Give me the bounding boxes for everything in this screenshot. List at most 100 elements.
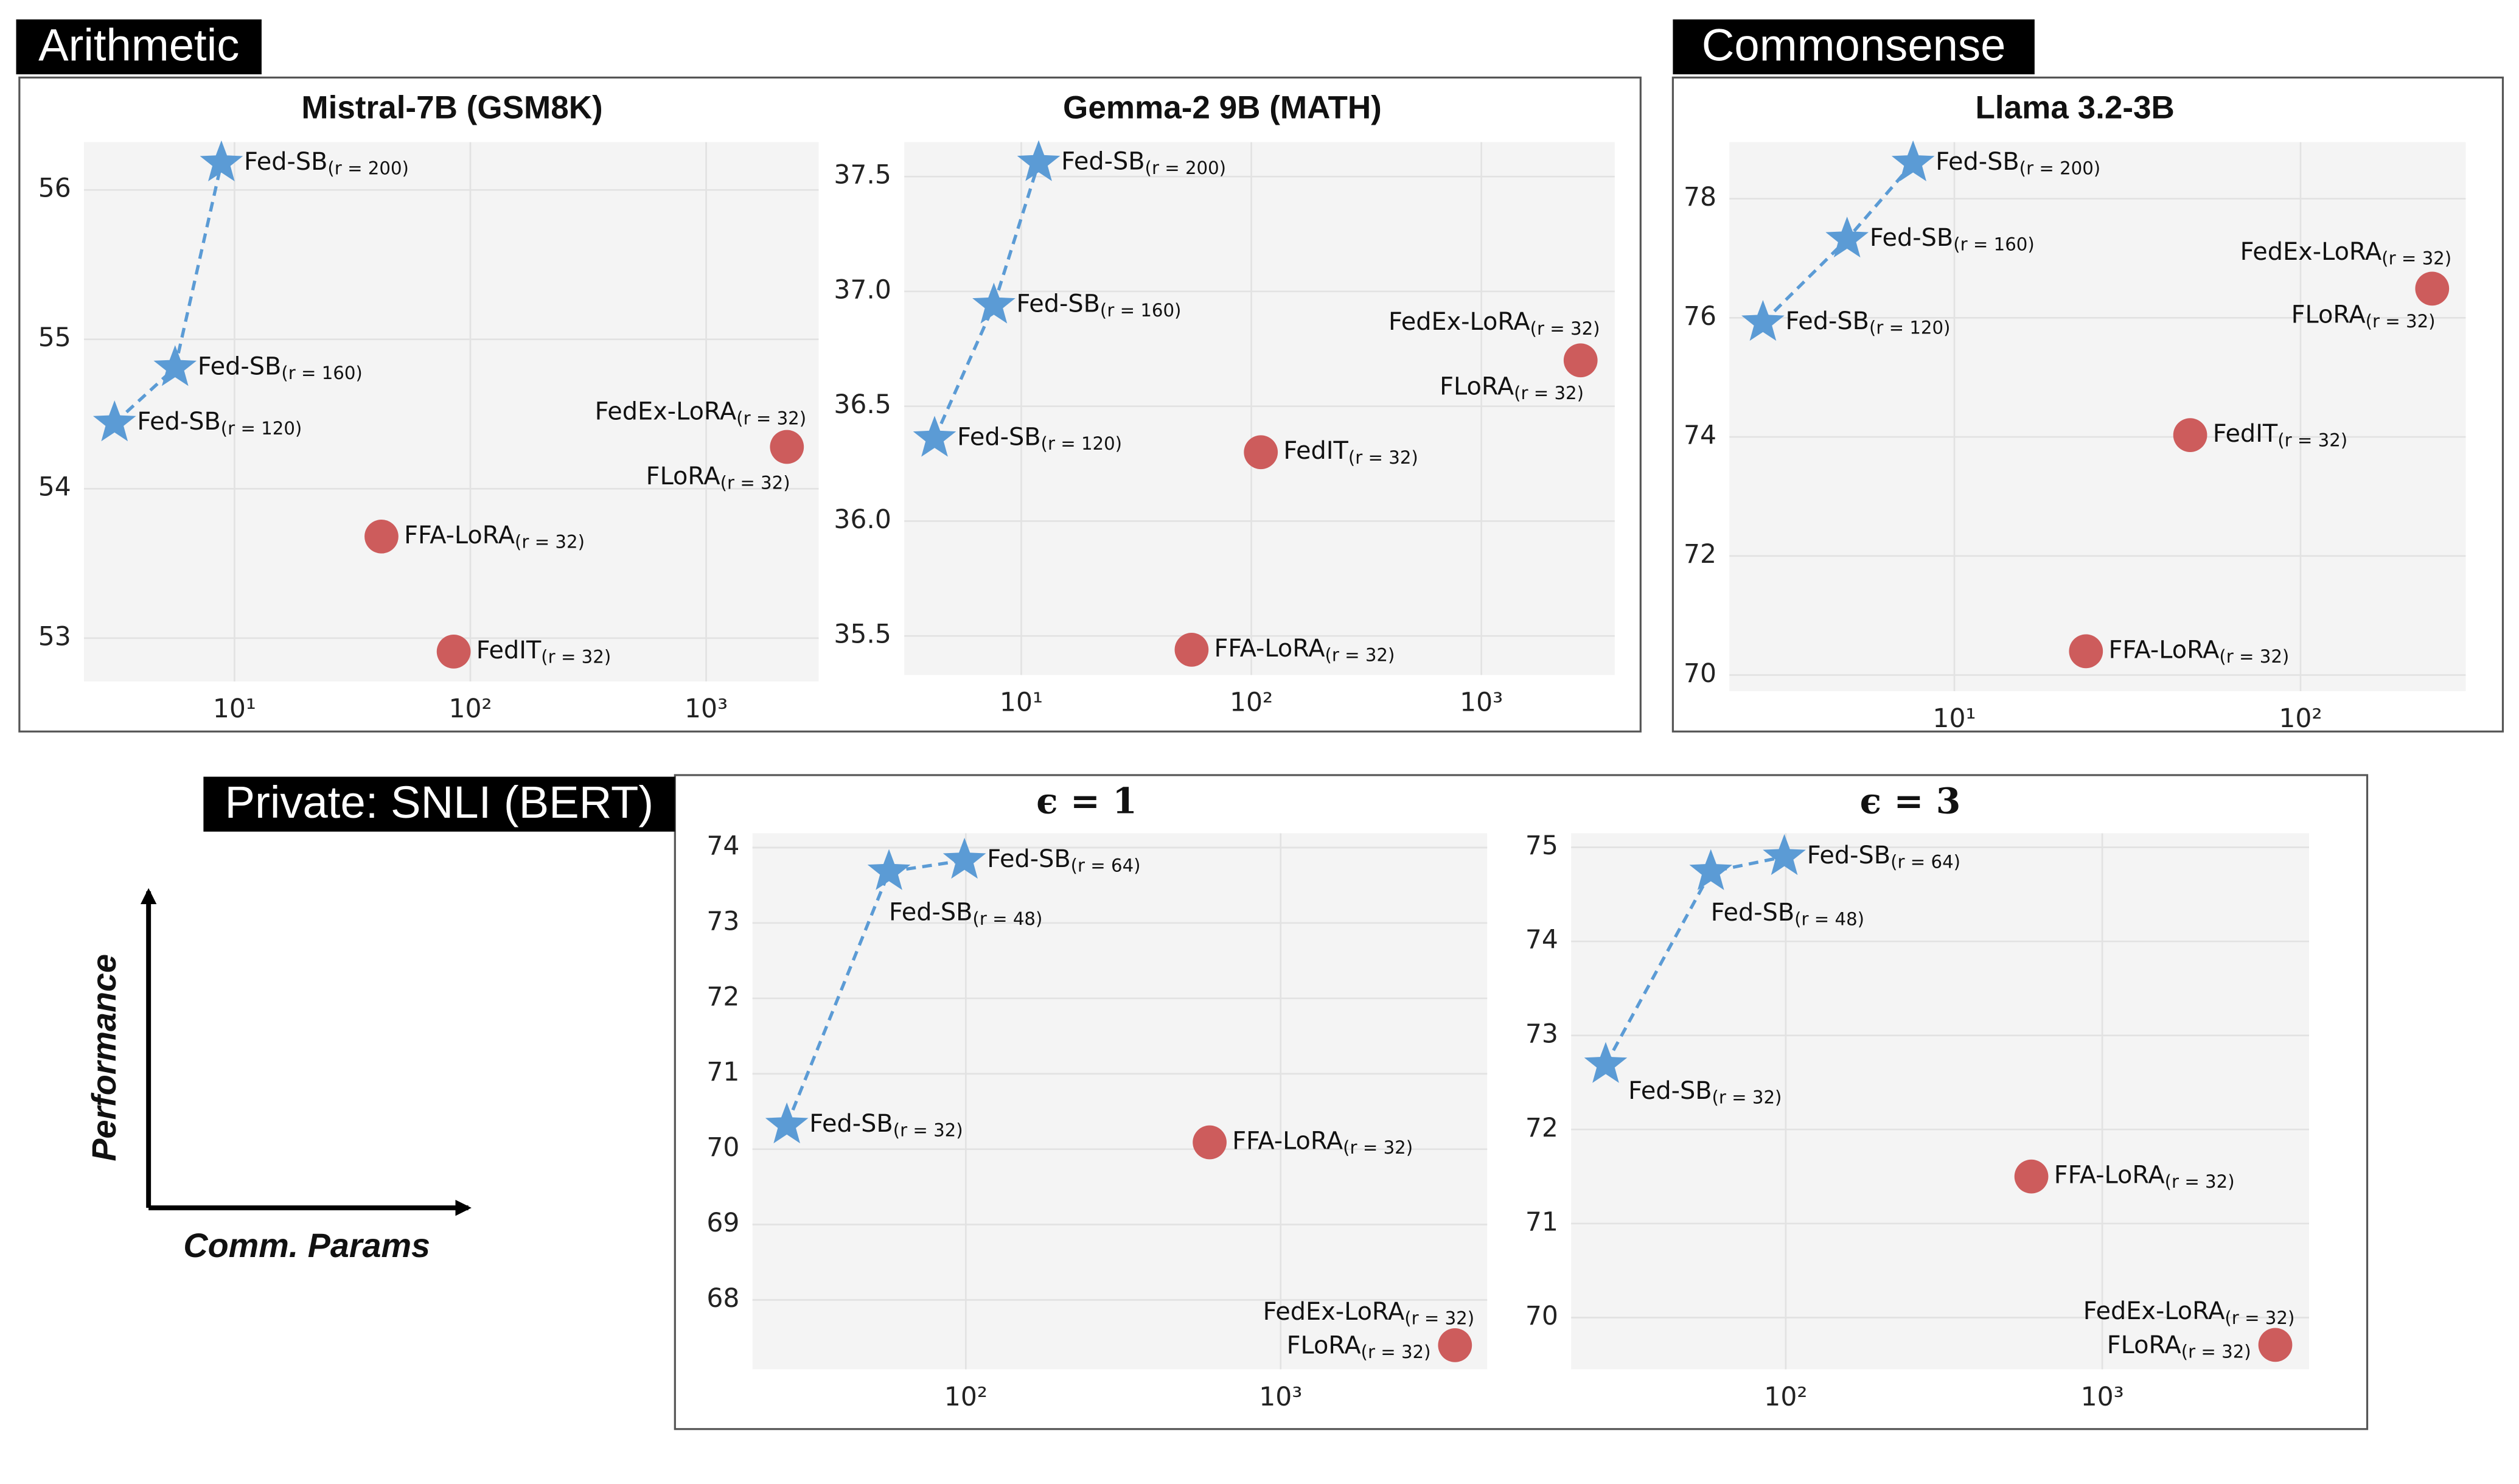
y-tick-label: 35.5 bbox=[834, 620, 891, 650]
section-label: Arithmetic bbox=[38, 19, 239, 70]
point-label-sub: (r = 32) bbox=[541, 646, 611, 667]
point-label-sub: (r = 120) bbox=[221, 418, 302, 439]
point-label: FLoRA(r = 32) bbox=[1440, 372, 1584, 403]
y-tick-label: 37.5 bbox=[834, 161, 891, 190]
x-tick-label: 10² bbox=[448, 694, 492, 724]
star-point bbox=[913, 416, 956, 457]
point-label-name: Fed-SB bbox=[198, 352, 281, 380]
y-tick-label: 70 bbox=[1525, 1301, 1558, 1331]
point-label-name: Fed-SB bbox=[889, 898, 972, 926]
y-tick-label: 37.0 bbox=[834, 275, 891, 305]
point-label-sub: (r = 200) bbox=[2019, 158, 2100, 178]
x-tick-label: 10² bbox=[1764, 1382, 1807, 1412]
point-label: FFA-LoRA(r = 32) bbox=[1232, 1127, 1413, 1158]
point-label: FLoRA(r = 32) bbox=[1287, 1331, 1431, 1362]
point-label-sub: (r = 32) bbox=[1361, 1342, 1431, 1362]
x-tick-label: 10¹ bbox=[213, 694, 256, 724]
circle-point bbox=[364, 519, 399, 554]
point-label-sub: (r = 48) bbox=[972, 908, 1042, 929]
point-label: FedIT(r = 32) bbox=[476, 636, 611, 667]
point-label-name: FedEx-LoRA bbox=[1388, 308, 1530, 336]
point-label-sub: (r = 32) bbox=[2181, 1342, 2251, 1362]
point-label-sub: (r = 32) bbox=[2219, 646, 2289, 667]
point-label-name: FLoRA bbox=[1287, 1331, 1361, 1359]
star-point bbox=[867, 849, 911, 890]
circle-point bbox=[1563, 343, 1598, 378]
point-label-sub: (r = 160) bbox=[1100, 300, 1182, 321]
point-label: Fed-SB(r = 48) bbox=[889, 898, 1042, 929]
star-point bbox=[1584, 1042, 1628, 1083]
point-label: FedEx-LoRA(r = 32) bbox=[2083, 1297, 2295, 1328]
point-label-name: FedIT bbox=[1283, 437, 1348, 465]
star-point bbox=[92, 400, 136, 442]
point-label-sub: (r = 32) bbox=[1325, 644, 1395, 665]
point-label: Fed-SB(r = 160) bbox=[1017, 290, 1182, 321]
point-label-sub: (r = 32) bbox=[1348, 447, 1418, 468]
x-tick-label: 10² bbox=[944, 1382, 988, 1412]
point-label-name: Fed-SB bbox=[809, 1110, 893, 1138]
point-label-name: Fed-SB bbox=[1017, 290, 1100, 318]
point-label: Fed-SB(r = 32) bbox=[809, 1110, 963, 1141]
chart-title: ϵ = 3 bbox=[1860, 780, 1961, 822]
star-point bbox=[972, 282, 1016, 324]
x-tick-label: 10² bbox=[1230, 688, 1273, 718]
y-tick-label: 73 bbox=[706, 907, 739, 936]
point-label-sub: (r = 200) bbox=[1145, 158, 1227, 178]
point-label-name: FFA-LoRA bbox=[404, 521, 515, 549]
circle-point bbox=[436, 635, 471, 669]
y-tick-label: 69 bbox=[706, 1208, 739, 1238]
y-tick-label: 76 bbox=[1684, 302, 1716, 332]
section-badge bbox=[1673, 19, 2035, 75]
point-label: FedEx-LoRA(r = 32) bbox=[595, 397, 807, 428]
point-label: FFA-LoRA(r = 32) bbox=[2054, 1161, 2235, 1192]
section-label: Commonsense bbox=[1702, 19, 2006, 70]
x-tick-label: 10³ bbox=[1460, 688, 1503, 718]
circle-point bbox=[2415, 271, 2450, 306]
y-tick-label: 68 bbox=[706, 1284, 739, 1314]
point-label: Fed-SB(r = 160) bbox=[198, 352, 363, 383]
star-point bbox=[1741, 299, 1785, 341]
y-tick-label: 74 bbox=[1525, 925, 1558, 955]
point-label-sub: (r = 160) bbox=[281, 363, 363, 383]
star-point bbox=[1763, 834, 1806, 876]
star-point bbox=[1825, 216, 1869, 258]
circle-point bbox=[1438, 1328, 1472, 1362]
series-line bbox=[785, 859, 965, 1126]
y-tick-label: 70 bbox=[706, 1133, 739, 1163]
point-label-name: FedEx-LoRA bbox=[1263, 1297, 1405, 1325]
point-label: FLoRA(r = 32) bbox=[646, 462, 790, 493]
star-point bbox=[1017, 140, 1061, 181]
point-label-sub: (r = 32) bbox=[1343, 1137, 1413, 1158]
point-label-sub: (r = 48) bbox=[1794, 908, 1864, 929]
point-label-name: Fed-SB bbox=[137, 408, 220, 436]
point-label: Fed-SB(r = 200) bbox=[1935, 147, 2100, 178]
point-label-name: FedIT bbox=[476, 636, 542, 664]
point-label-name: FedEx-LoRA bbox=[595, 397, 737, 425]
point-label-name: Fed-SB bbox=[244, 147, 327, 175]
point-label: FFA-LoRA(r = 32) bbox=[1214, 634, 1395, 665]
point-label-name: Fed-SB bbox=[1628, 1076, 1712, 1104]
point-label-name: FFA-LoRA bbox=[2054, 1161, 2165, 1189]
point-label: Fed-SB(r = 64) bbox=[1807, 841, 1960, 873]
point-label: Fed-SB(r = 48) bbox=[1711, 898, 1864, 929]
x-tick-label: 10² bbox=[2279, 704, 2322, 734]
point-label: Fed-SB(r = 64) bbox=[987, 845, 1140, 876]
circle-point bbox=[2173, 418, 2207, 452]
section-badge bbox=[16, 19, 262, 75]
point-label-name: Fed-SB bbox=[957, 423, 1040, 451]
circle-point bbox=[2258, 1328, 2293, 1362]
frame bbox=[1671, 76, 2504, 733]
point-label: FFA-LoRA(r = 32) bbox=[404, 521, 585, 552]
point-label: FLoRA(r = 32) bbox=[2291, 301, 2436, 332]
circle-point bbox=[1244, 435, 1278, 470]
chart-title: Mistral-7B (GSM8K) bbox=[301, 90, 602, 126]
plot-area bbox=[1729, 142, 2466, 691]
point-label-sub: (r = 32) bbox=[2165, 1171, 2235, 1192]
point-label-name: FFA-LoRA bbox=[1232, 1127, 1343, 1155]
point-label-sub: (r = 120) bbox=[1041, 433, 1123, 454]
chart-title: ϵ = 1 bbox=[1036, 780, 1137, 822]
point-label-sub: (r = 32) bbox=[1530, 318, 1600, 339]
y-tick-label: 56 bbox=[38, 174, 71, 204]
point-label: Fed-SB(r = 160) bbox=[1870, 224, 2035, 255]
point-label: Fed-SB(r = 200) bbox=[244, 147, 409, 178]
